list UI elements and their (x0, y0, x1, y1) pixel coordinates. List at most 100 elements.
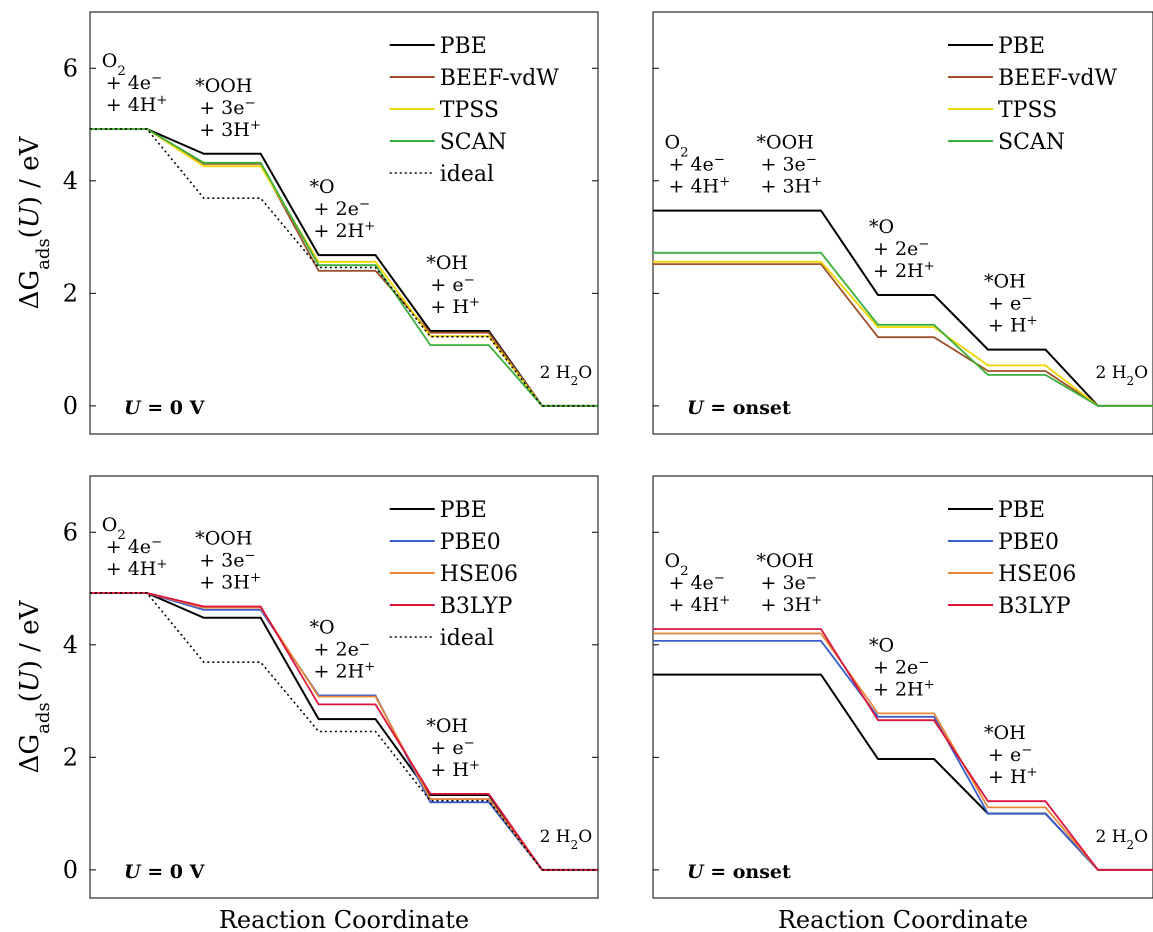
series-line-b3lyp (653, 628, 1153, 871)
legend-label: TPSS (440, 98, 499, 123)
plot-area (653, 209, 1153, 407)
legend-label: HSE06 (998, 562, 1076, 587)
axes-frame (89, 11, 599, 435)
state-label: + e− (988, 743, 1032, 767)
series-line-beef-vdw (90, 128, 598, 407)
series-line-hse06 (653, 632, 1153, 871)
state-label: + 3H+ (199, 117, 261, 141)
state-label: + 3e− (199, 548, 255, 572)
state-label: + 2H+ (873, 677, 935, 701)
state-label: *OOH (757, 550, 814, 572)
state-label: + 2H+ (873, 259, 935, 283)
state-label: *OH (984, 722, 1026, 744)
state-label: + e− (430, 735, 474, 759)
plot-area (653, 628, 1153, 871)
state-label: *O (869, 216, 894, 238)
legend-label: PBE0 (440, 530, 501, 555)
potential-annotation: U = onset (687, 397, 791, 419)
axes-frame (652, 475, 1153, 899)
state-label: *O (310, 176, 335, 198)
state-label: *OOH (195, 528, 252, 550)
y-tick-label: 6 (63, 54, 78, 82)
legend-label: HSE06 (440, 562, 518, 587)
plot-area (90, 592, 598, 871)
legend: PBE BEEF-vdW TPSS SCAN (948, 34, 1118, 155)
state-label: + e− (430, 273, 474, 297)
state-label: *OH (426, 715, 468, 737)
state-label: + 4e− (106, 535, 162, 559)
x-axis-label: Reaction Coordinate (219, 906, 469, 932)
panel-top-right: O2+ 4e−+ 4H+ *OOH+ 3e−+ 3H+ *O+ 2e−+ 2H+ *O… (652, 11, 1153, 435)
series-line-scan (653, 251, 1153, 407)
series-line-beef-vdw (653, 263, 1153, 407)
legend-label: ideal (440, 162, 494, 187)
state-label: + 4H+ (669, 174, 731, 198)
state-label: *OOH (757, 132, 814, 154)
legend-label: PBE (998, 498, 1045, 523)
series-line-scan (90, 128, 598, 407)
state-label: O2 (665, 550, 689, 579)
state-label-water: 2 H2O (1096, 363, 1149, 388)
state-label: + 2H+ (314, 219, 376, 243)
series-line-pbe (653, 209, 1153, 407)
legend-label: ideal (440, 626, 494, 651)
series-line-pbe0 (90, 592, 598, 871)
legend-label: PBE (440, 34, 487, 59)
legend-label: SCAN (998, 130, 1065, 155)
state-label: + 3H+ (199, 570, 261, 594)
series-line-pbe (90, 592, 598, 871)
y-tick-label: 4 (63, 167, 78, 195)
state-labels: O2+ 4e−+ 4H+ *OOH+ 3e−+ 3H+ *O+ 2e−+ 2H+ *O… (102, 514, 592, 852)
potential-annotation: U = onset (687, 861, 791, 883)
legend-label: PBE0 (998, 530, 1059, 555)
legend-label: SCAN (440, 130, 507, 155)
y-tick-label: 0 (63, 856, 78, 884)
axes-frame (89, 475, 599, 899)
legend: PBE BEEF-vdW TPSS SCAN ideal (389, 34, 560, 187)
state-label: + H+ (988, 313, 1038, 337)
state-label: + 2e− (314, 197, 370, 221)
panel-bottom-right: Reaction Coordinate O2+ 4e−+ 4H+ *OOH+ 3e−… (652, 475, 1153, 932)
state-label: + 3e− (761, 571, 817, 595)
state-label: *O (869, 634, 894, 656)
state-label: + 4e− (106, 71, 162, 95)
state-label: + 2e− (314, 637, 370, 661)
legend-label: BEEF-vdW (998, 66, 1118, 91)
legend-label: TPSS (998, 98, 1057, 123)
state-label: *O (310, 616, 335, 638)
legend: PBE PBE0 HSE06 B3LYP ideal (389, 498, 518, 651)
state-label: *OH (426, 252, 468, 274)
legend-label: BEEF-vdW (440, 66, 560, 91)
state-label: *OOH (195, 75, 252, 97)
state-label: + 4H+ (106, 93, 168, 117)
y-tick-label: 2 (63, 279, 78, 307)
state-label: *OH (984, 271, 1026, 293)
state-label: + 4H+ (669, 593, 731, 617)
state-label: + 3e− (761, 152, 817, 176)
series-line-ideal (90, 128, 598, 407)
plot-area (90, 128, 598, 407)
state-labels: O2+ 4e−+ 4H+ *OOH+ 3e−+ 3H+ *O+ 2e−+ 2H+ *O… (665, 132, 1149, 388)
state-label: + 2e− (873, 655, 929, 679)
state-label: + 3H+ (761, 593, 823, 617)
state-label: + 4e− (669, 152, 725, 176)
state-label: O2 (665, 132, 689, 161)
state-label: + 2e− (873, 237, 929, 261)
state-labels: O2+ 4e−+ 4H+ *OOH+ 3e−+ 3H+ *O+ 2e−+ 2H+ *O… (102, 50, 592, 388)
state-label: + 3H+ (761, 174, 823, 198)
y-tick-label: 4 (63, 631, 78, 659)
series-line-tpss (90, 128, 598, 407)
state-label-water: 2 H2O (1096, 827, 1149, 852)
x-axis-label: Reaction Coordinate (778, 906, 1028, 932)
state-label: + 4e− (669, 571, 725, 595)
series-line-b3lyp (90, 592, 598, 871)
state-label: + 3e− (199, 95, 255, 119)
y-tick-label: 6 (63, 518, 78, 546)
potential-annotation: U = 0 V (124, 397, 206, 419)
state-label: + 4H+ (106, 557, 168, 581)
y-axis-label: ΔGads(U) / eV (15, 135, 54, 309)
state-label: O2 (102, 50, 126, 79)
legend-label: B3LYP (998, 594, 1071, 619)
